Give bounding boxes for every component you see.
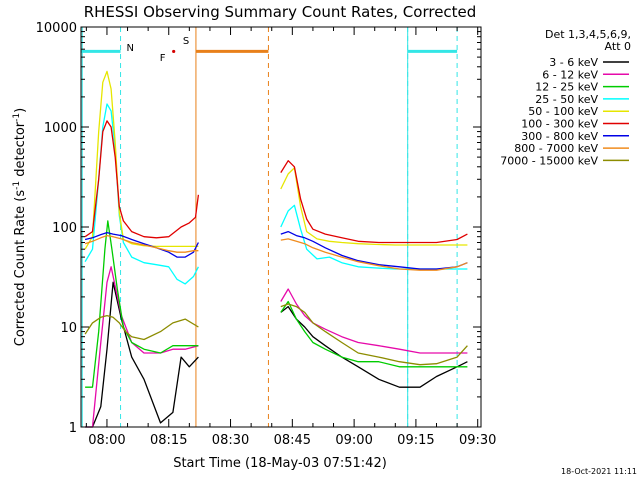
y-axis-label-detector: detector <box>13 121 28 181</box>
legend-entry-label: 3 - 6 keV <box>549 56 598 69</box>
x-tick-label: 08:30 <box>212 433 249 448</box>
y-tick-label: 1000 <box>44 121 77 136</box>
flare-flag-label: F <box>160 53 166 64</box>
axes: 1 10 100 1000 10000 08:00 08:15 08:30 08:45 09:00… <box>36 21 497 448</box>
y-axis-label: Corrected Count Rate (s-1 detector-1) <box>12 108 28 346</box>
series-line-7-after-gap <box>280 230 468 270</box>
x-tick-label: 09:30 <box>459 433 496 448</box>
generation-timestamp: 18-Oct-2021 11:11 <box>561 467 637 476</box>
series-line-1-before-gap <box>85 281 199 428</box>
series-line-2-after-gap <box>280 288 468 354</box>
series-line-6-before-gap <box>84 120 200 239</box>
saa-flag-label: S <box>183 36 189 47</box>
series-line-8-before-gap <box>84 234 199 253</box>
x-tick-label: 08:15 <box>150 433 187 448</box>
series-line-9-before-gap <box>84 314 199 341</box>
legend-header-line2: Att 0 <box>605 40 631 53</box>
series-line-6-after-gap <box>280 160 468 244</box>
series-line-3-after-gap <box>280 300 468 368</box>
x-axis-label: Start Time (18-May-03 07:51:42) <box>173 456 387 471</box>
flare-marker <box>172 49 176 54</box>
y-tick-label: 100 <box>52 221 77 236</box>
legend-header-line1: Det 1,3,4,5,6,9, <box>545 28 631 41</box>
series-line-2-before-gap <box>85 266 199 428</box>
legend-entry-label: 12 - 25 keV <box>535 81 598 94</box>
legend-entry-label: 7000 - 15000 keV <box>500 154 598 167</box>
x-tick-label: 08:00 <box>88 433 125 448</box>
series-line-7-before-gap <box>84 231 199 258</box>
y-axis-label-main: Corrected Count Rate (s <box>13 190 28 347</box>
legend-entry-label: 50 - 100 keV <box>528 105 598 118</box>
y-tick-label: 1 <box>69 421 77 436</box>
x-tick-label: 08:45 <box>274 433 311 448</box>
x-tick-label: 09:15 <box>397 433 434 448</box>
y-tick-label: 10 <box>60 321 77 336</box>
night-flag-label: N <box>127 43 134 54</box>
legend-entry-label: 6 - 12 keV <box>542 68 598 81</box>
series-line-9-after-gap <box>280 303 468 366</box>
legend-entry-label: 100 - 300 keV <box>521 118 598 131</box>
x-tick-label: 09:00 <box>335 433 372 448</box>
y-axis-label-sup2: -1 <box>12 113 22 122</box>
series-line-8-after-gap <box>280 238 468 271</box>
series-line-5-before-gap <box>84 70 199 250</box>
y-tick-label: 10000 <box>36 21 77 36</box>
y-axis-label-sup1: -1 <box>12 181 22 190</box>
chart-title: RHESSI Observing Summary Count Rates, Co… <box>84 3 477 21</box>
legend-entry-label: 800 - 7000 keV <box>514 142 598 155</box>
y-axis-label-close: ) <box>13 108 28 113</box>
legend-entry-label: 300 - 800 keV <box>521 130 598 143</box>
legend-entry-label: 25 - 50 keV <box>535 93 598 106</box>
